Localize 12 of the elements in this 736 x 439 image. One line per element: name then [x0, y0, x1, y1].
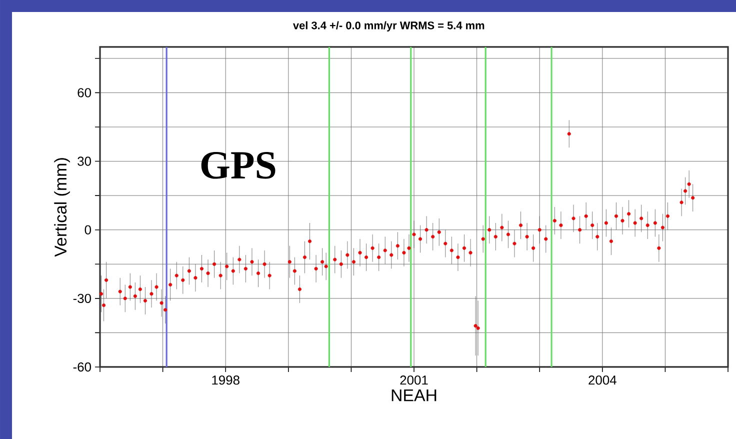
y-tick-label: 60 — [78, 88, 92, 98]
y-tick-label: -60 — [73, 362, 92, 372]
x-tick-label: 2001 — [400, 376, 428, 385]
x-tick-label: 2004 — [588, 376, 616, 385]
y-axis-title: Vertical (mm) — [54, 158, 70, 257]
chart-title: vel 3.4 +/- 0.0 mm/yr WRMS = 5.4 mm — [293, 21, 484, 32]
y-tick-label: 30 — [78, 156, 92, 166]
x-axis-title: NEAH — [392, 390, 436, 402]
annotation: GPS — [201, 152, 276, 179]
y-tick-label: -30 — [73, 294, 92, 303]
x-tick-label: 1998 — [212, 376, 240, 385]
y-tick-label: 0 — [84, 225, 92, 234]
